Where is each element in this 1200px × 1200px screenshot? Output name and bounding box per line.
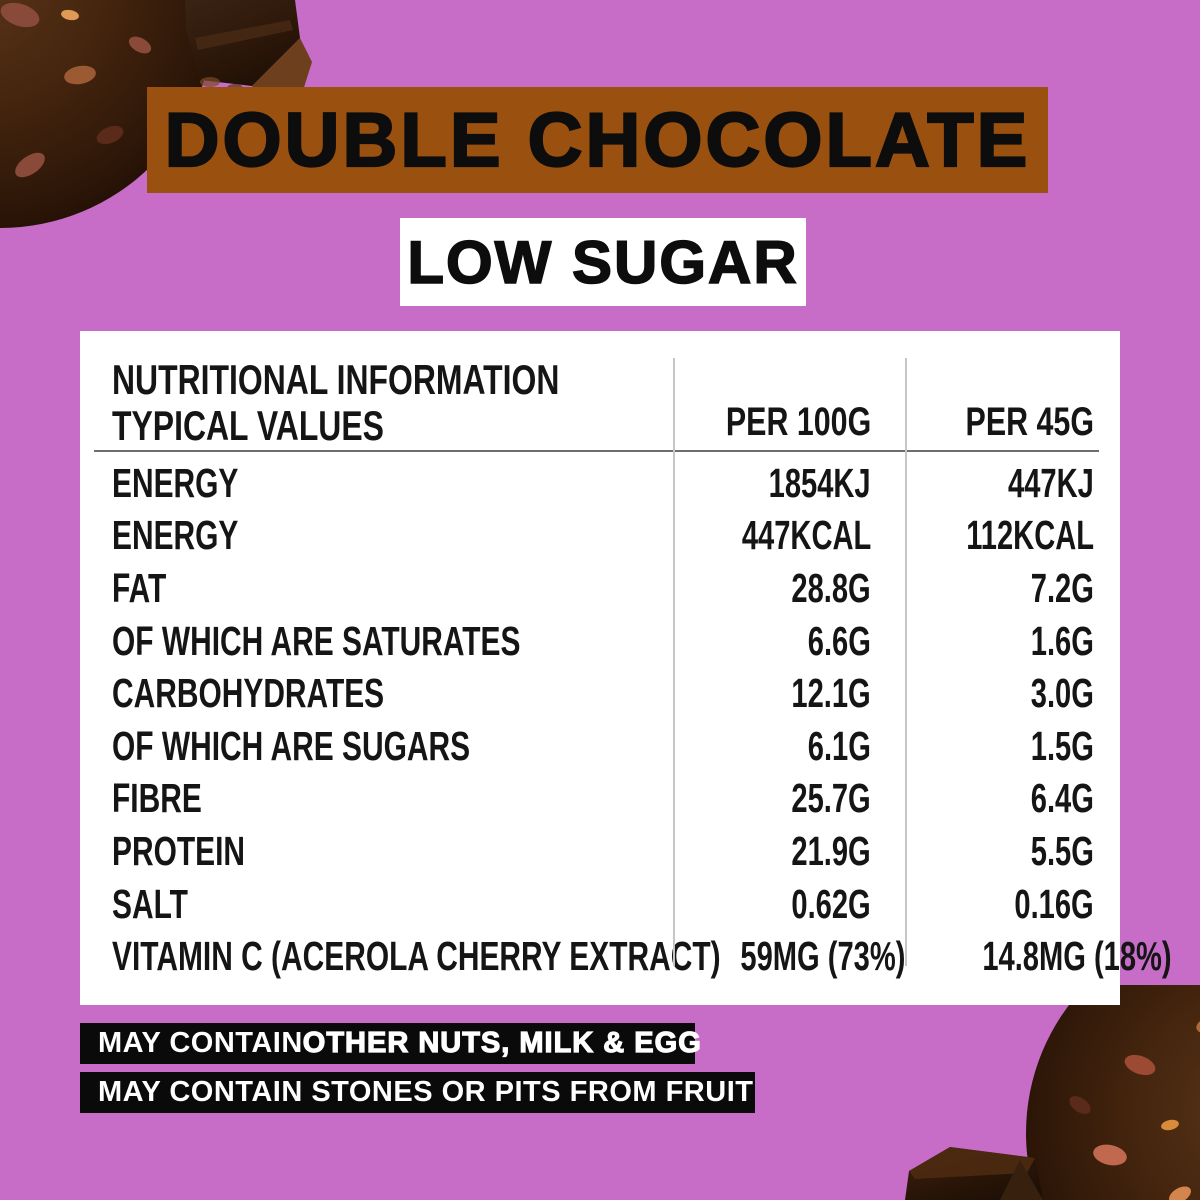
per-100g-value: 0.62G — [791, 880, 871, 927]
table-header: NUTRITIONAL INFORMATION TYPICAL VALUES P… — [80, 357, 1120, 449]
product-subtitle: LOW SUGAR — [407, 228, 799, 297]
per-45g-value-cell: 7.2G — [905, 565, 1120, 612]
allergen-text: MAY CONTAIN STONES OR PITS FROM FRUIT — [98, 1076, 754, 1108]
table-row: PROTEIN 21.9G 5.5G — [80, 825, 1120, 878]
nutrient-label: SALT — [112, 880, 188, 927]
allergen-banner-nuts-milk-egg: MAY CONTAIN OTHER NUTS, MILK & EGG — [80, 1023, 701, 1064]
table-row: FAT 28.8G 7.2G — [80, 562, 1120, 615]
per-100g-value: 12.1G — [791, 670, 871, 717]
product-title: DOUBLE CHOCOLATE — [164, 96, 1031, 183]
nutrient-label-cell: OF WHICH ARE SUGARS — [80, 723, 673, 770]
per-100g-value: 21.9G — [791, 827, 871, 874]
column-divider-2 — [905, 358, 907, 966]
per-45g-value: 7.2G — [1030, 564, 1094, 611]
nutrient-label: FIBRE — [112, 775, 202, 822]
allergen-banner-stones-pits: MAY CONTAIN STONES OR PITS FROM FRUIT — [80, 1072, 755, 1113]
table-row: ENERGY 1854KJ 447KJ — [80, 457, 1120, 510]
per-100g-value-cell: 12.1G — [673, 670, 905, 717]
per-100g-value-cell: 0.62G — [673, 881, 905, 928]
nutrient-label: VITAMIN C (ACEROLA CHERRY EXTRACT) — [112, 933, 721, 980]
nutrient-label-cell: VITAMIN C (ACEROLA CHERRY EXTRACT) — [80, 933, 721, 980]
nutrient-label: OF WHICH ARE SATURATES — [112, 617, 521, 664]
column-header-per-100g: PER 100G — [725, 400, 871, 444]
per-45g-value-cell: 1.5G — [905, 723, 1120, 770]
per-45g-value: 6.4G — [1030, 775, 1094, 822]
per-100g-value: 59MG (73%) — [740, 933, 906, 980]
nutrition-card: NUTRITIONAL INFORMATION TYPICAL VALUES P… — [80, 331, 1172, 1005]
column-divider-1 — [673, 358, 675, 966]
per-45g-value: 112KCAL — [966, 512, 1094, 559]
per-100g-value: 6.1G — [807, 722, 871, 769]
chocolate-ball-photo-bottom-right — [1026, 985, 1200, 1200]
per-100g-value: 1854KJ — [769, 459, 871, 506]
table-row: FIBRE 25.7G 6.4G — [80, 773, 1120, 826]
nutrient-label-cell: FAT — [80, 565, 673, 612]
per-45g-value-cell: 14.8MG (18%) — [905, 933, 1171, 980]
nutrient-label-cell: FIBRE — [80, 775, 673, 822]
header-line-1: NUTRITIONAL INFORMATION — [112, 356, 560, 403]
table-row: OF WHICH ARE SUGARS 6.1G 1.5G — [80, 720, 1120, 773]
per-45g-value-cell: 0.16G — [905, 881, 1120, 928]
table-row: SALT 0.62G 0.16G — [80, 878, 1120, 931]
per-100g-value-cell: 6.1G — [673, 723, 905, 770]
nutrient-label: ENERGY — [112, 512, 239, 559]
per-45g-value: 0.16G — [1014, 880, 1094, 927]
per-45g-value: 447KJ — [1008, 459, 1094, 506]
nutrient-label-cell: SALT — [80, 881, 673, 928]
per-45g-value: 14.8MG (18%) — [982, 933, 1172, 980]
table-row: ENERGY 447KCAL 112KCAL — [80, 510, 1120, 563]
per-45g-value: 5.5G — [1030, 827, 1094, 874]
per-100g-value-cell: 28.8G — [673, 565, 905, 612]
nutrient-label: ENERGY — [112, 459, 239, 506]
nutrient-label-cell: CARBOHYDRATES — [80, 670, 673, 717]
chocolate-ball-photo-top-left — [0, 0, 215, 228]
subtitle-banner: LOW SUGAR — [400, 218, 806, 306]
table-row: VITAMIN C (ACEROLA CHERRY EXTRACT) 59MG … — [80, 930, 1172, 983]
per-100g-value-cell: 21.9G — [673, 828, 905, 875]
title-banner: DOUBLE CHOCOLATE — [147, 87, 1048, 193]
nutrient-label-cell: OF WHICH ARE SATURATES — [80, 618, 673, 665]
table-row: OF WHICH ARE SATURATES 6.6G 1.6G — [80, 615, 1120, 668]
per-45g-value: 1.6G — [1030, 617, 1094, 664]
header-divider-line — [94, 450, 1099, 452]
nutrient-label-cell: ENERGY — [80, 460, 673, 507]
nutrient-label: PROTEIN — [112, 827, 246, 874]
per-45g-value-cell: 112KCAL — [905, 512, 1120, 559]
table-header-title: NUTRITIONAL INFORMATION TYPICAL VALUES — [80, 357, 673, 449]
nutrient-label: OF WHICH ARE SUGARS — [112, 722, 471, 769]
per-45g-value-cell: 1.6G — [905, 618, 1120, 665]
per-45g-value-cell: 447KJ — [905, 460, 1120, 507]
nutrient-label: FAT — [112, 564, 167, 611]
nutrient-label: CARBOHYDRATES — [112, 670, 385, 717]
allergen-text-prefix: MAY CONTAIN — [98, 1027, 303, 1059]
nutrient-label-cell: ENERGY — [80, 512, 673, 559]
nutrient-label-cell: PROTEIN — [80, 828, 673, 875]
per-45g-value-cell: 5.5G — [905, 828, 1120, 875]
per-100g-value-cell: 1854KJ — [673, 460, 905, 507]
per-45g-value: 1.5G — [1030, 722, 1094, 769]
per-100g-value: 6.6G — [807, 617, 871, 664]
per-100g-value: 447KCAL — [741, 512, 871, 559]
per-100g-value-cell: 59MG (73%) — [673, 933, 905, 980]
header-line-2: TYPICAL VALUES — [112, 402, 384, 449]
per-100g-value-cell: 25.7G — [673, 775, 905, 822]
nutrition-rows: ENERGY 1854KJ 447KJ ENERGY 447KCAL 112KC… — [80, 457, 1172, 983]
per-100g-value: 25.7G — [791, 775, 871, 822]
table-row: CARBOHYDRATES 12.1G 3.0G — [80, 667, 1120, 720]
per-45g-value-cell: 3.0G — [905, 670, 1120, 717]
per-100g-value-cell: 6.6G — [673, 618, 905, 665]
per-100g-value: 28.8G — [791, 564, 871, 611]
per-45g-value-cell: 6.4G — [905, 775, 1120, 822]
per-45g-value: 3.0G — [1030, 670, 1094, 717]
chocolate-chunk-photo-bottom — [905, 1147, 1043, 1200]
column-header-per-45g: PER 45G — [965, 400, 1094, 444]
allergen-text-bold: OTHER NUTS, MILK & EGG — [302, 1026, 702, 1059]
per-100g-value-cell: 447KCAL — [673, 512, 905, 559]
